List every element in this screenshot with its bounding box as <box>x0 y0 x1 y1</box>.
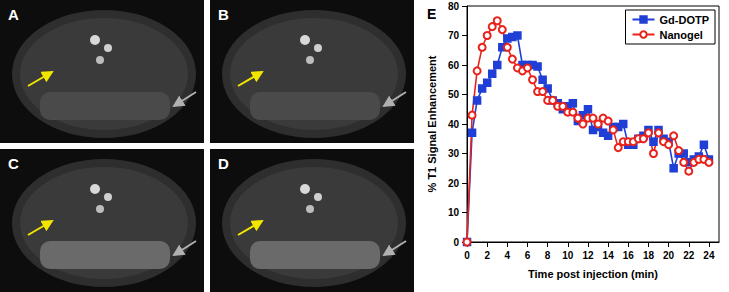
svg-text:10: 10 <box>562 250 574 261</box>
svg-text:18: 18 <box>643 250 655 261</box>
svg-text:2: 2 <box>484 250 490 261</box>
svg-text:C: C <box>8 155 19 172</box>
svg-text:4: 4 <box>505 250 511 261</box>
svg-text:0: 0 <box>453 237 459 248</box>
svg-text:20: 20 <box>448 178 460 189</box>
svg-text:D: D <box>218 155 229 172</box>
svg-text:14: 14 <box>603 250 615 261</box>
svg-text:10: 10 <box>448 207 460 218</box>
svg-text:12: 12 <box>582 250 594 261</box>
svg-text:Gd-DOTP: Gd-DOTP <box>660 14 710 26</box>
svg-text:0: 0 <box>464 250 470 261</box>
svg-text:B: B <box>218 6 229 23</box>
svg-text:30: 30 <box>448 148 460 159</box>
svg-text:20: 20 <box>663 250 675 261</box>
svg-text:8: 8 <box>545 250 551 261</box>
svg-text:70: 70 <box>448 30 460 41</box>
svg-text:40: 40 <box>448 119 460 130</box>
svg-text:50: 50 <box>448 89 460 100</box>
svg-text:16: 16 <box>623 250 635 261</box>
svg-text:6: 6 <box>525 250 531 261</box>
svg-text:% T1 Signal Enhancement: % T1 Signal Enhancement <box>426 55 438 192</box>
svg-text:Nanogel: Nanogel <box>660 29 703 41</box>
svg-text:60: 60 <box>448 60 460 71</box>
svg-text:24: 24 <box>703 250 715 261</box>
svg-text:80: 80 <box>448 1 460 12</box>
svg-text:E: E <box>427 6 436 22</box>
svg-text:Time post injection (min): Time post injection (min) <box>528 268 658 280</box>
svg-text:22: 22 <box>683 250 695 261</box>
svg-text:A: A <box>8 6 19 23</box>
